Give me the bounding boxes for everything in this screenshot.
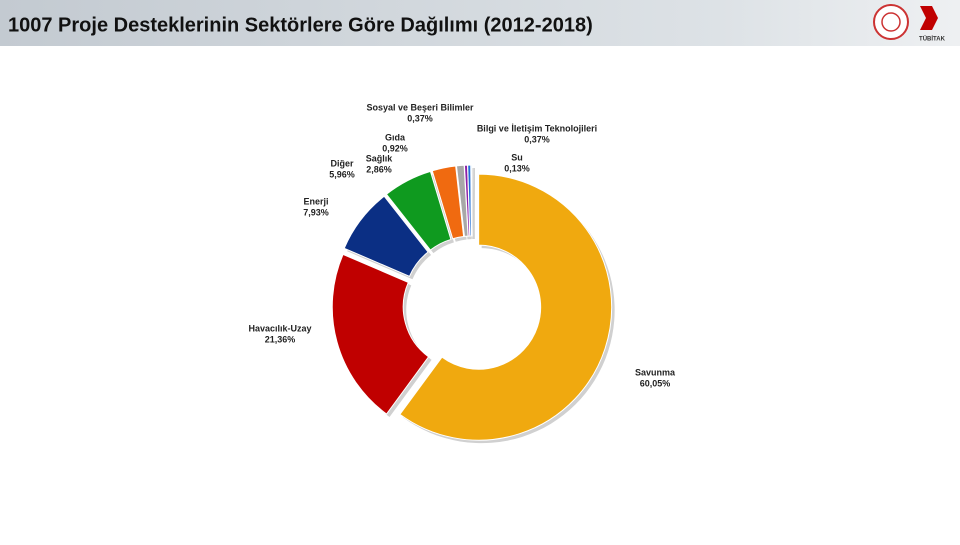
- value-label: 5,96%: [329, 169, 355, 179]
- category-label: Gıda: [385, 132, 406, 142]
- category-label: Sosyal ve Beşeri Bilimler: [366, 102, 474, 112]
- value-label: 21,36%: [265, 334, 296, 344]
- donut-slice: [470, 164, 473, 237]
- value-label: 7,93%: [303, 207, 329, 217]
- donut-slice: [343, 195, 429, 277]
- value-label: 0,37%: [407, 113, 433, 123]
- category-label: Savunma: [635, 367, 676, 377]
- value-label: 0,13%: [504, 163, 530, 173]
- value-label: 0,37%: [524, 134, 550, 144]
- donut-slice: [431, 165, 465, 240]
- category-label: Diğer: [330, 158, 354, 168]
- donut-slice: [399, 173, 613, 441]
- value-label: 2,86%: [366, 164, 392, 174]
- category-label: Sağlık: [366, 153, 394, 163]
- category-label: Bilgi ve İletişim Teknolojileri: [477, 123, 597, 133]
- category-label: Enerji: [303, 196, 328, 206]
- value-label: 60,05%: [640, 378, 671, 388]
- logos: TÜBİTAK: [873, 4, 946, 43]
- category-label: Su: [511, 152, 523, 162]
- slide-title: 1007 Proje Desteklerinin Sektörlere Göre…: [8, 14, 593, 36]
- category-label: Havacılık-Uzay: [248, 323, 311, 333]
- header-band: [0, 0, 960, 46]
- donut-slice: [385, 170, 452, 251]
- logo-text: TÜBİTAK: [919, 36, 946, 43]
- slice-shadow: [473, 168, 475, 240]
- donut-slice: [331, 253, 430, 415]
- value-label: 0,92%: [382, 143, 408, 153]
